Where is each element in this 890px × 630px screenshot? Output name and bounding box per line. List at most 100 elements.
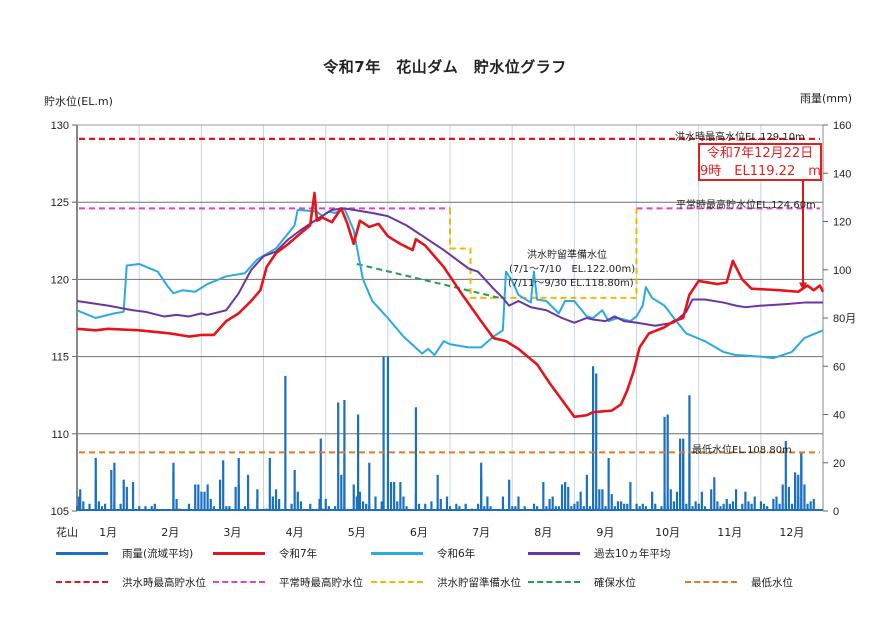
rain-bar [781, 484, 784, 511]
rain-bar [113, 462, 116, 511]
month-label: 6月 [409, 526, 428, 539]
rain-bar [393, 482, 396, 511]
rain-bar [784, 441, 787, 511]
rain-bar [77, 496, 81, 511]
rain-bar [548, 498, 551, 511]
legend-swatch [371, 551, 423, 555]
legend-item: 令和6年 [371, 544, 475, 562]
legend-swatch [685, 581, 737, 583]
right-tick-label: 60 [833, 361, 845, 373]
rain-bar [333, 506, 337, 511]
left-tick-label: 115 [51, 352, 69, 364]
rain-bar [545, 506, 548, 511]
rain-bar [464, 503, 467, 511]
x-axis-prefix: 花山 [56, 526, 78, 539]
rain-bar [725, 498, 728, 511]
rain-bar [296, 491, 299, 511]
rain-bar [445, 496, 449, 511]
month-label: 4月 [285, 526, 304, 539]
rain-bar [79, 489, 82, 511]
rain-bar [759, 501, 763, 511]
legend-label: 確保水位 [594, 576, 636, 589]
rain-bar [598, 489, 601, 511]
rain-bar [557, 506, 560, 511]
month-label: 3月 [223, 526, 242, 539]
rain-bar [570, 506, 573, 511]
legend-label: 平常時最高貯水位 [279, 576, 363, 589]
rain-bar [327, 506, 330, 511]
right-tick-label: 120 [833, 217, 851, 229]
rain-bar [753, 496, 756, 511]
left-tick-label: 110 [51, 429, 69, 441]
rain-bar [669, 489, 672, 511]
rain-bar [797, 474, 800, 511]
rain-bar [591, 366, 595, 511]
rain-bar [564, 482, 567, 511]
legend-label: 令和6年 [437, 547, 476, 560]
rain-bar [439, 498, 442, 511]
rain-bar [206, 484, 209, 511]
callout-value: 9時 EL119.22 m [700, 164, 821, 179]
rain-bar [144, 506, 147, 511]
rain-bar [629, 482, 632, 511]
rain-bar [228, 506, 231, 511]
rain-bar [374, 496, 377, 511]
min-level-annotation: 最低水位EL.108.80m [692, 445, 792, 456]
right-axis-label: 雨量(mm) [800, 92, 853, 105]
rain-bar [271, 496, 275, 511]
rain-bar [672, 501, 675, 511]
rain-bar [626, 503, 629, 511]
legend-item: 平常時最高貯水位 [213, 573, 363, 591]
rain-bar [619, 501, 623, 511]
rain-bar [651, 491, 654, 511]
rain-bar [508, 479, 511, 511]
right-tick-label: 20 [833, 458, 845, 470]
rain-bar [355, 496, 358, 511]
legend-label: 令和7年 [279, 547, 318, 560]
legend-item: 洪水時最高貯水位 [56, 573, 206, 591]
rain-bar [382, 356, 385, 511]
reserve-line1-annotation: (7/1～7/10 EL.122.00m) [509, 264, 636, 275]
rain-bar [153, 503, 156, 511]
rain-bar [405, 506, 408, 511]
legend-item: 過去10ヵ年平均 [528, 544, 670, 562]
rain-bar [82, 501, 85, 511]
rain-bar [94, 457, 97, 511]
rain-bar [200, 491, 203, 511]
callout-arrowhead [799, 282, 807, 291]
legend-item: 令和7年 [213, 544, 317, 562]
rain-bar [319, 438, 322, 511]
rain-bar [803, 484, 806, 511]
rain-bar [414, 407, 418, 511]
rain-bar [268, 457, 271, 511]
reserve-line2-annotation: (7/11～9/30 EL.118.80m) [508, 278, 634, 289]
rain-bar [794, 472, 797, 511]
rain-bar [110, 469, 113, 511]
rain-bar [299, 501, 302, 511]
rain-bar [396, 501, 399, 511]
rain-bar [616, 501, 620, 511]
rain-bar [340, 474, 343, 511]
rain-bar [778, 503, 781, 511]
rain-bar [386, 356, 390, 511]
rain-bar [234, 486, 237, 511]
rain-bar [352, 484, 355, 511]
legend-swatch [213, 581, 265, 583]
month-label: 9月 [596, 526, 615, 539]
rain-bar [610, 494, 613, 511]
rain-bar [424, 503, 427, 511]
legend-swatch [56, 551, 108, 555]
legend-label: 最低水位 [751, 576, 793, 589]
rain-bar [800, 453, 803, 511]
rain-bar [125, 486, 128, 511]
rain-bar [399, 482, 402, 511]
rain-bar [582, 506, 585, 511]
rain-bar [722, 503, 725, 511]
series-r6-line [76, 207, 824, 360]
rain-bar [812, 498, 815, 511]
rain-bar [700, 491, 703, 511]
rain-bar [660, 506, 663, 511]
rain-bar [750, 503, 753, 511]
rain-bar [666, 414, 669, 511]
